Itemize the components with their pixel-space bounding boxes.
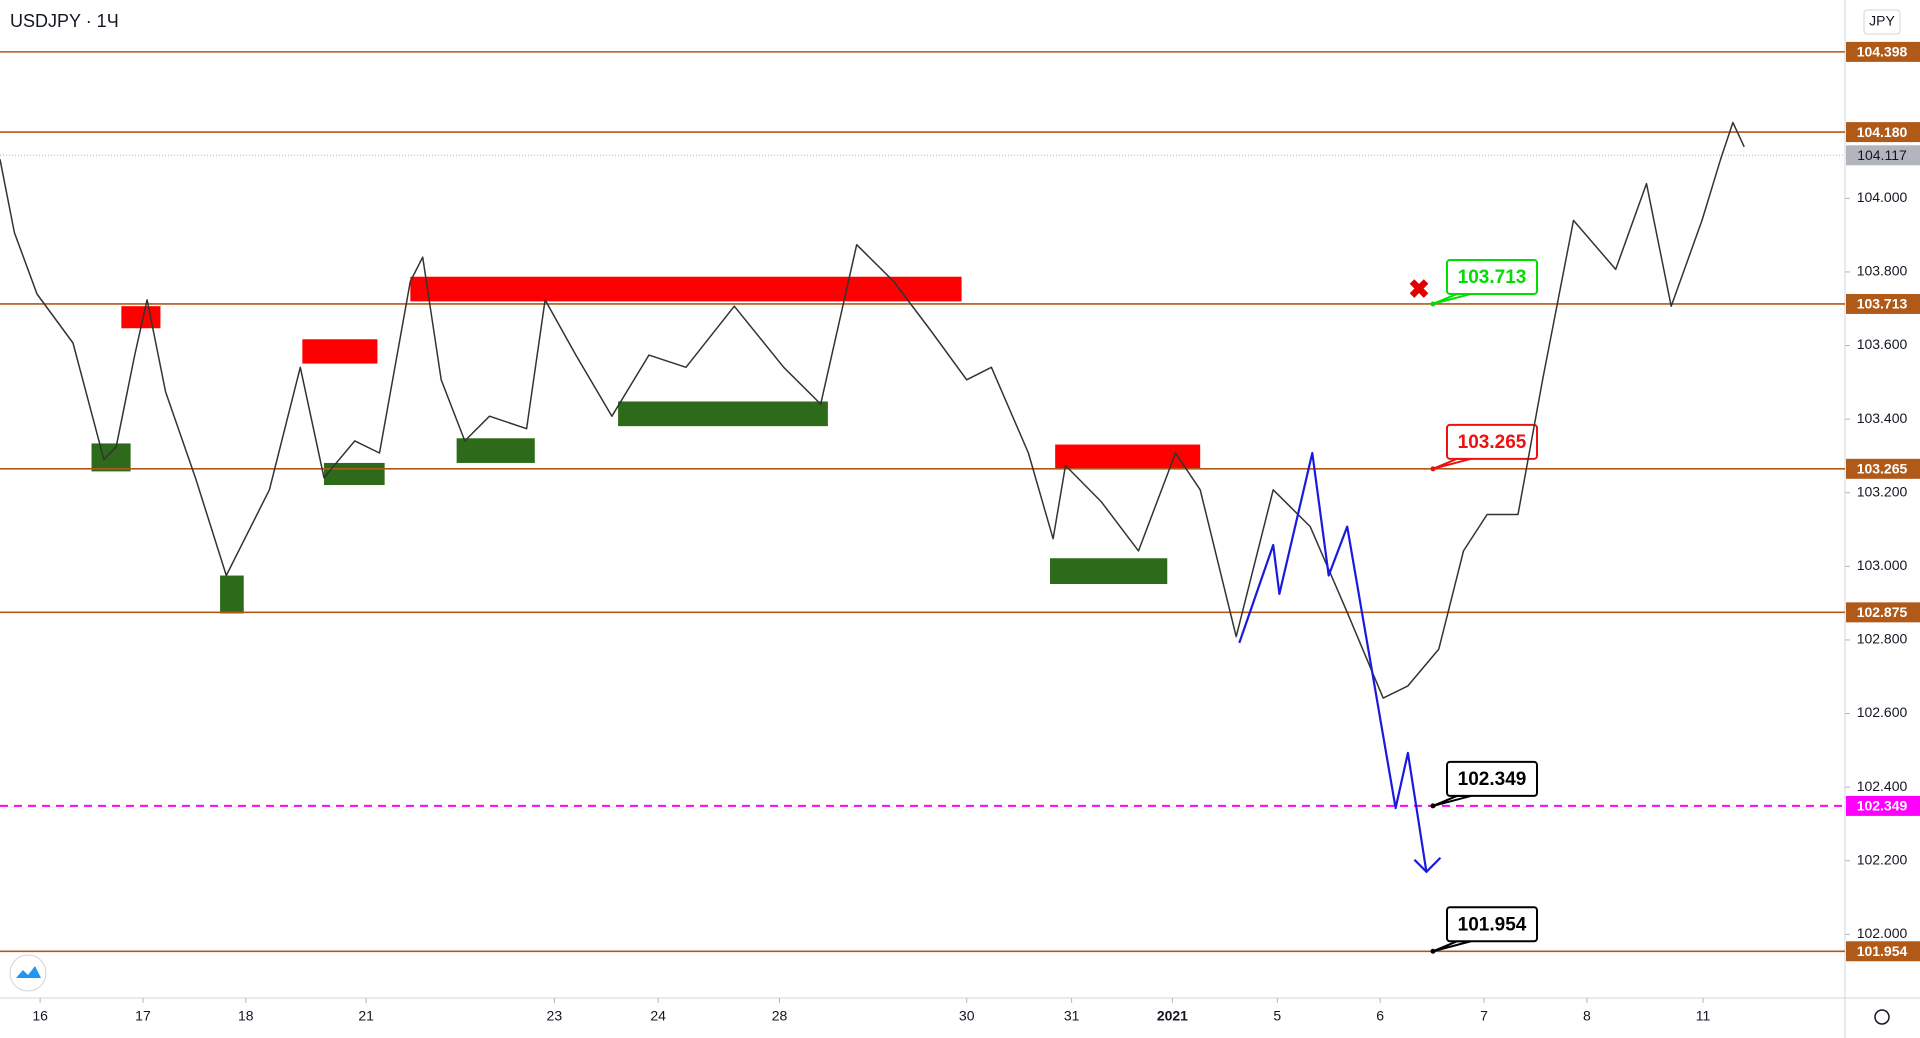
x-tick-label: 18	[238, 1008, 254, 1024]
y-tick-label: 104.000	[1857, 189, 1908, 205]
logo-icon	[16, 966, 41, 978]
logo[interactable]	[9, 954, 47, 992]
callout-label: 101.954	[1458, 914, 1527, 935]
y-tick-label: 102.800	[1857, 631, 1908, 647]
y-tick-label: 102.200	[1857, 851, 1908, 867]
level-label-bg	[1846, 795, 1920, 816]
x-tick-label: 6	[1376, 1008, 1384, 1024]
x-tick-label: 24	[650, 1008, 666, 1024]
level-label-bg	[1846, 941, 1920, 962]
price-line	[0, 121, 1745, 699]
x-tick-label: 21	[358, 1008, 374, 1024]
y-tick-label: 102.000	[1857, 925, 1908, 941]
x-tick-label: 7	[1480, 1008, 1488, 1024]
callout-box	[1446, 760, 1538, 797]
price-line	[1238, 451, 1428, 872]
callout-anchor	[1430, 301, 1436, 307]
callout-label: 103.713	[1458, 267, 1527, 288]
x-tick-label: 16	[32, 1008, 48, 1024]
level-label: 102.349	[1857, 798, 1908, 814]
x-tick-label: 17	[135, 1008, 151, 1024]
y-tick-label: 103.800	[1857, 263, 1908, 279]
y-tick-label: 103.000	[1857, 557, 1908, 573]
y-tick-label: 103.200	[1857, 483, 1908, 499]
last-price-label: 104.117	[1857, 147, 1907, 163]
currency-box[interactable]	[1863, 9, 1901, 35]
zone	[456, 438, 535, 463]
y-tick-label: 102.400	[1857, 778, 1908, 794]
zone	[618, 401, 828, 427]
x-tick-label: 5	[1273, 1008, 1281, 1024]
zone	[410, 276, 962, 302]
zone	[91, 443, 131, 472]
x-tick-label: 23	[547, 1008, 563, 1024]
x-tick-label: 28	[772, 1008, 788, 1024]
level-label: 103.265	[1857, 461, 1908, 477]
x-tick-label: 30	[959, 1008, 975, 1024]
settings-icon[interactable]	[1874, 1009, 1890, 1025]
callout-box	[1446, 906, 1538, 943]
cancel-mark: ✖	[1408, 274, 1430, 304]
level-label: 104.180	[1857, 124, 1908, 140]
zone	[1050, 558, 1168, 585]
x-tick-label: 2021	[1157, 1008, 1188, 1024]
zone	[121, 306, 161, 329]
x-tick-label: 8	[1583, 1008, 1591, 1024]
callout-anchor	[1430, 466, 1436, 472]
callout-anchor	[1430, 803, 1436, 809]
level-label-bg	[1846, 41, 1920, 62]
y-tick-label: 103.600	[1857, 336, 1908, 352]
level-label-bg	[1846, 293, 1920, 314]
y-tick-label: 102.600	[1857, 704, 1908, 720]
level-label-bg	[1846, 458, 1920, 479]
callout-box	[1446, 423, 1538, 460]
level-label: 101.954	[1857, 943, 1908, 959]
level-label-bg	[1846, 122, 1920, 143]
arrow-head	[1413, 857, 1442, 874]
symbol-title: USDJPY · 1Ч	[10, 11, 119, 31]
x-tick-label: 31	[1064, 1008, 1080, 1024]
callout-box	[1446, 258, 1538, 295]
y-tick-label: 103.400	[1857, 410, 1908, 426]
last-price-bg	[1846, 145, 1920, 166]
zone	[302, 339, 378, 364]
level-label: 102.875	[1857, 604, 1908, 620]
level-label: 103.713	[1857, 296, 1908, 312]
callout-anchor	[1430, 948, 1436, 954]
currency-label[interactable]: JPY	[1869, 13, 1895, 29]
x-tick-label: 11	[1696, 1008, 1711, 1024]
callout-label: 103.265	[1458, 432, 1527, 453]
level-label-bg	[1846, 602, 1920, 623]
zone	[220, 575, 244, 614]
callout-label: 102.349	[1458, 769, 1527, 790]
level-label: 104.398	[1857, 44, 1908, 60]
zone	[1055, 444, 1201, 469]
